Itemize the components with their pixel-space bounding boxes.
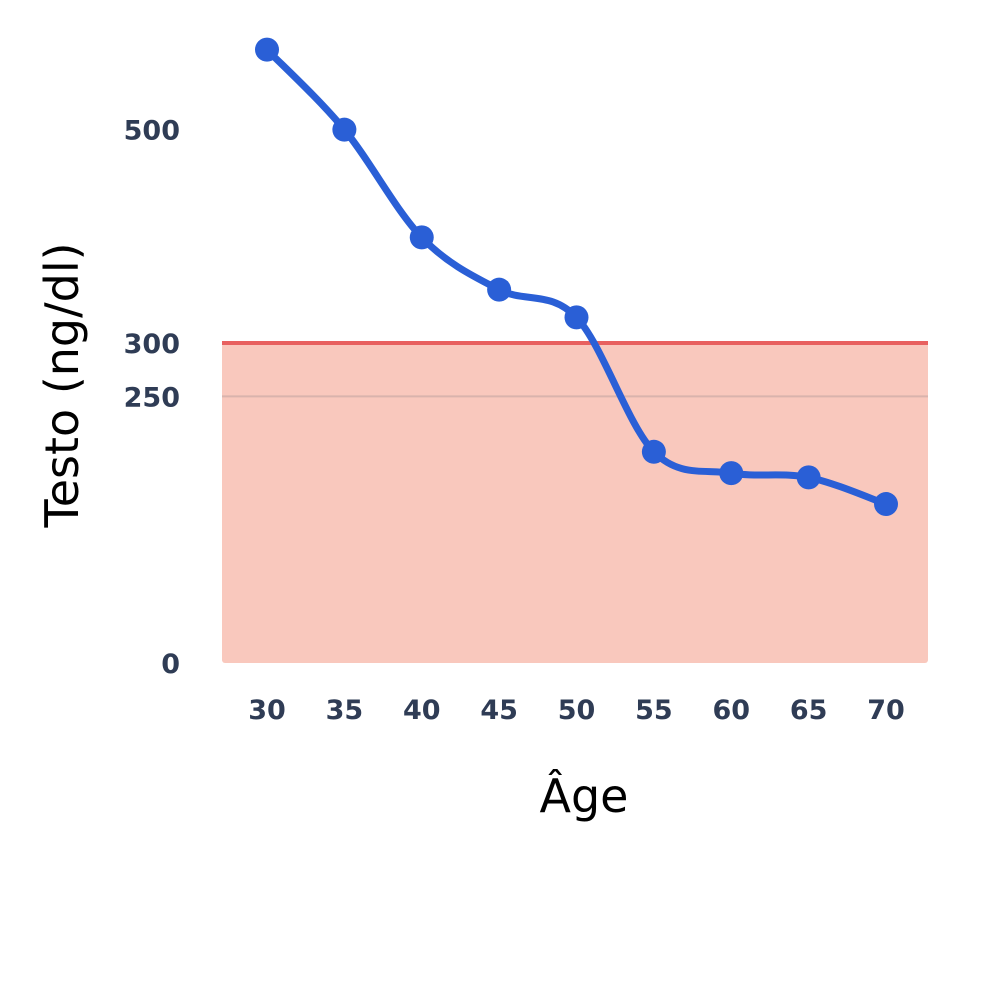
x-tick-label: 50 (558, 695, 596, 726)
y-tick-label: 300 (124, 329, 180, 360)
y-tick-label: 500 (124, 116, 180, 147)
x-tick-label: 35 (326, 695, 364, 726)
data-point (255, 37, 279, 62)
x-tick-label: 40 (403, 695, 441, 726)
y-tick-label: 250 (124, 382, 180, 413)
y-axis-title: Testo (ng/dl) (35, 242, 89, 528)
x-tick-label: 45 (480, 695, 518, 726)
data-point (332, 117, 357, 142)
reference-lines-layer (222, 340, 928, 398)
x-tick-label: 30 (248, 695, 286, 726)
data-point (874, 492, 898, 517)
data-point (641, 439, 666, 464)
data-point (564, 305, 589, 330)
x-tick-label: 60 (712, 695, 750, 726)
y-tick-labels: 0 250 300 500 (124, 116, 180, 680)
x-tick-label: 70 (867, 695, 905, 726)
x-axis-title: Âge (540, 769, 629, 823)
shaded-region (222, 342, 928, 663)
x-tick-labels: 30 35 40 45 50 55 60 65 70 (248, 695, 905, 726)
x-tick-label: 65 (790, 695, 828, 726)
series-layer (255, 37, 898, 517)
shaded-region-layer (222, 342, 928, 663)
data-point (796, 465, 821, 490)
y-tick-label: 0 (161, 649, 180, 680)
data-point (409, 225, 434, 250)
x-tick-label: 55 (635, 695, 673, 726)
data-point (719, 461, 744, 486)
data-point (487, 277, 512, 302)
